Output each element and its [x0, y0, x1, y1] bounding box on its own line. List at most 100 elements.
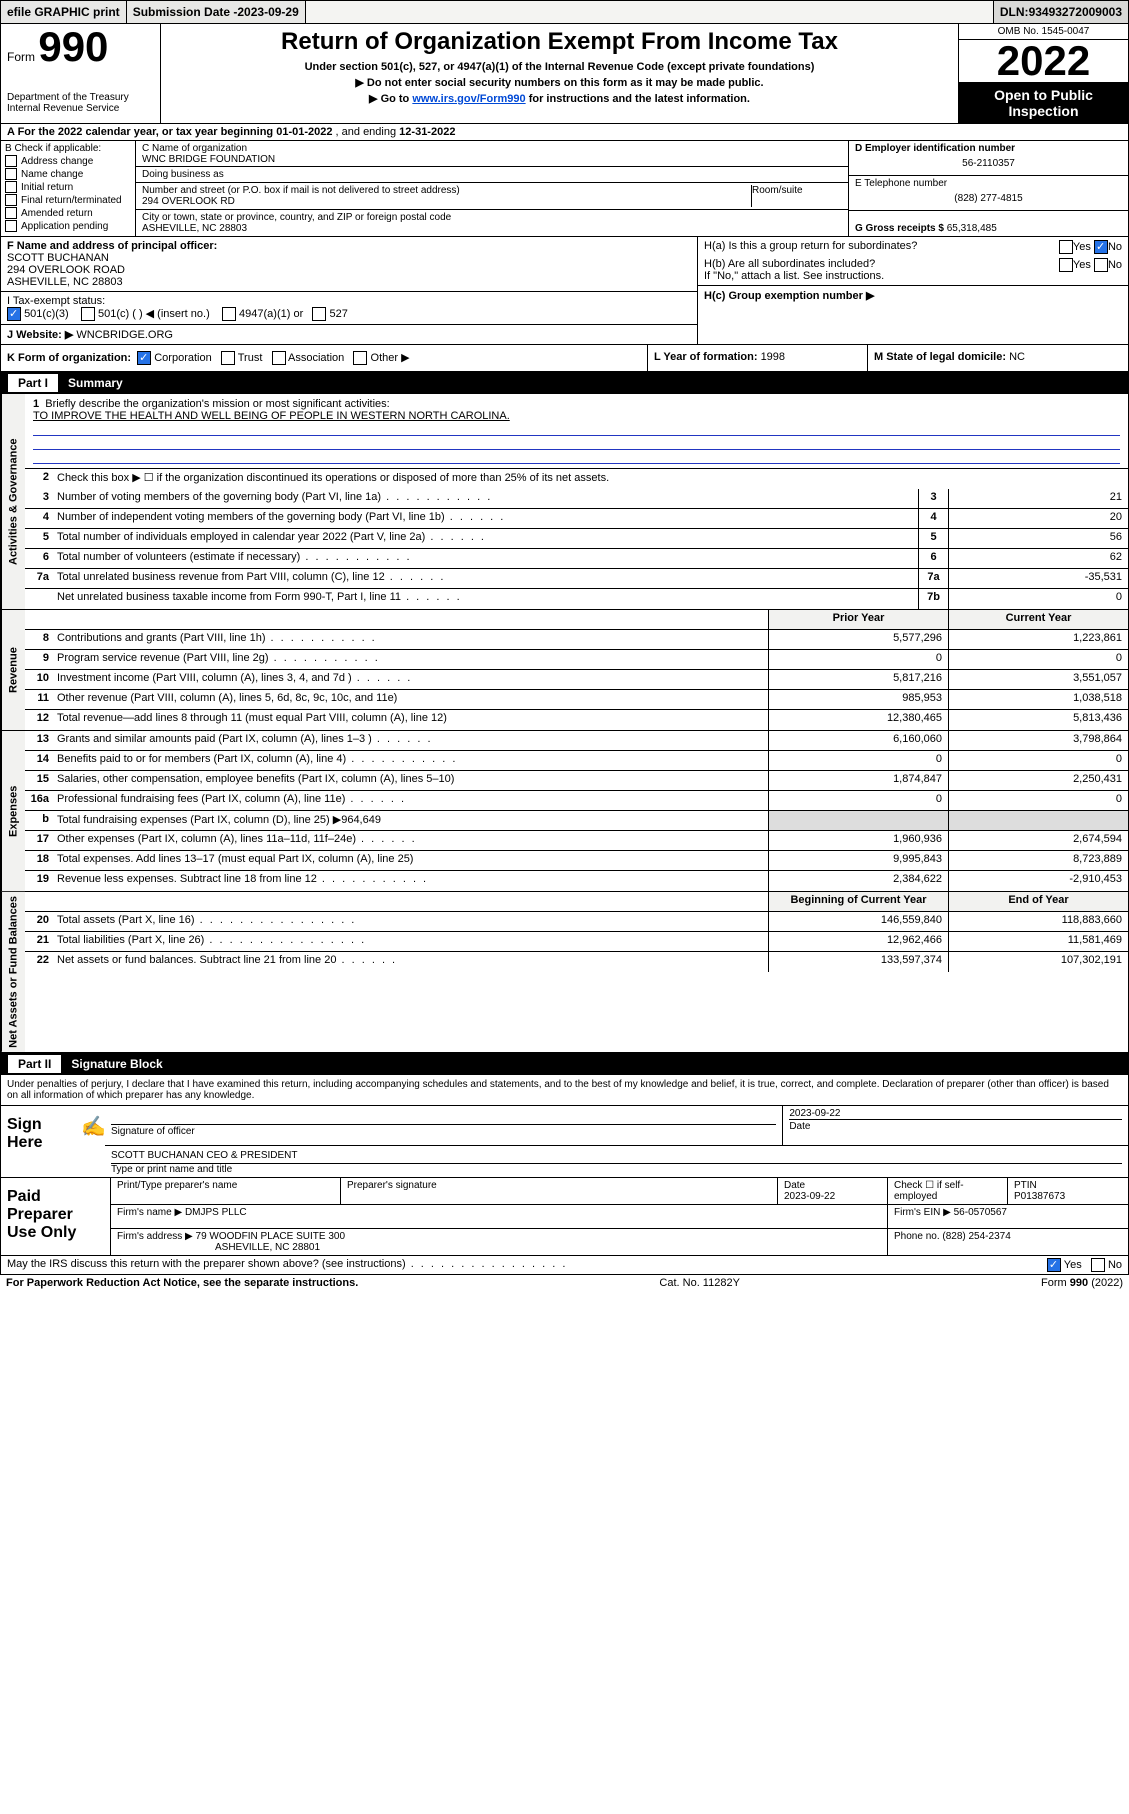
chk-501c3[interactable] — [7, 307, 21, 321]
chk-discuss-yes[interactable] — [1047, 1258, 1061, 1272]
r19-num: 19 — [25, 871, 53, 891]
r8-py: 5,577,296 — [768, 630, 948, 649]
chk-trust[interactable] — [221, 351, 235, 365]
form-subtitle: Under section 501(c), 527, or 4947(a)(1)… — [171, 61, 948, 73]
chk-amended-return[interactable] — [5, 207, 17, 219]
k-cell: K Form of organization: Corporation Trus… — [1, 345, 648, 371]
mission-line-3 — [33, 450, 1120, 464]
r18-txt: Total expenses. Add lines 13–17 (must eq… — [53, 851, 768, 870]
chk-ha-no[interactable] — [1094, 240, 1108, 254]
part1-body: Activities & Governance 1 Briefly descri… — [0, 394, 1129, 1053]
r16a-py: 0 — [768, 791, 948, 810]
r20-py: 146,559,840 — [768, 912, 948, 931]
chk-501c[interactable] — [81, 307, 95, 321]
r17-cy: 2,674,594 — [948, 831, 1128, 850]
irs-link[interactable]: www.irs.gov/Form990 — [412, 93, 525, 105]
form-title: Return of Organization Exempt From Incom… — [171, 28, 948, 57]
h-b: H(b) Are all subordinates included? Yes … — [698, 255, 1128, 285]
header-right: OMB No. 1545-0047 2022 Open to Public In… — [958, 24, 1128, 123]
line-a-end: 12-31-2022 — [399, 126, 455, 138]
chk-corporation[interactable] — [137, 351, 151, 365]
r3-num: 3 — [25, 489, 53, 508]
side-label-3: Expenses — [1, 731, 25, 891]
chk-application-pending[interactable] — [5, 220, 17, 232]
line-a-prefix: A For the 2022 calendar year, or tax yea… — [7, 126, 276, 138]
form-header: Form 990 Department of the Treasury Inte… — [0, 24, 1129, 124]
chk-other[interactable] — [353, 351, 367, 365]
warn-1: ▶ Do not enter social security numbers o… — [171, 76, 948, 89]
hdr-spacer2 — [53, 610, 768, 629]
h-c: H(c) Group exemption number ▶ — [698, 285, 1128, 305]
chk-name-change[interactable] — [5, 168, 17, 180]
firm-ein-label: Firm's EIN ▶ — [894, 1207, 954, 1218]
h-c-text: H(c) Group exemption number ▶ — [704, 290, 874, 302]
r16b-py — [768, 811, 948, 830]
i-opt2: 501(c) ( ) ◀ (insert no.) — [98, 308, 210, 320]
b-label: B Check if applicable: — [5, 143, 131, 154]
r19-txt: Revenue less expenses. Subtract line 18 … — [53, 871, 768, 891]
r5-box: 5 — [918, 529, 948, 548]
r15-py: 1,874,847 — [768, 771, 948, 790]
paid-preparer-block: Paid Preparer Use Only Print/Type prepar… — [0, 1178, 1129, 1256]
top-bar-spacer — [306, 1, 994, 23]
r12-txt: Total revenue—add lines 8 through 11 (mu… — [53, 710, 768, 730]
r20-cy: 118,883,660 — [948, 912, 1128, 931]
chk-527[interactable] — [312, 307, 326, 321]
l-cell: L Year of formation: 1998 — [648, 345, 868, 371]
r6-txt: Total number of volunteers (estimate if … — [53, 549, 918, 568]
m-value: NC — [1009, 351, 1025, 363]
chk-discuss-no[interactable] — [1091, 1258, 1105, 1272]
r8-cy: 1,223,861 — [948, 630, 1128, 649]
r5-num: 5 — [25, 529, 53, 548]
r9-py: 0 — [768, 650, 948, 669]
warn-2-suffix: for instructions and the latest informat… — [529, 93, 750, 105]
chk-hb-yes[interactable] — [1059, 258, 1073, 272]
r11-txt: Other revenue (Part VIII, column (A), li… — [53, 690, 768, 709]
i-opt1: 501(c)(3) — [24, 308, 69, 320]
r2-txt: Check this box ▶ ☐ if the organization d… — [53, 469, 1128, 489]
part2-title: Signature Block — [71, 1057, 162, 1071]
i-opt4: 527 — [329, 308, 347, 320]
chk-initial-return[interactable] — [5, 181, 17, 193]
r21-num: 21 — [25, 932, 53, 951]
header-left: Form 990 Department of the Treasury Inte… — [1, 24, 161, 123]
r2-num: 2 — [25, 469, 53, 489]
hdr2-spacer — [25, 892, 53, 911]
header-mid: Return of Organization Exempt From Incom… — [161, 24, 958, 123]
mission-text: TO IMPROVE THE HEALTH AND WELL BEING OF … — [33, 410, 1120, 422]
r13-py: 6,160,060 — [768, 731, 948, 750]
r19-cy: -2,910,453 — [948, 871, 1128, 891]
paid-c3-label: Date — [784, 1180, 805, 1191]
h-a-text: H(a) Is this a group return for subordin… — [704, 240, 917, 252]
warn-2-prefix: ▶ Go to — [369, 93, 412, 105]
r7b-txt: Net unrelated business taxable income fr… — [53, 589, 918, 609]
r22-py: 133,597,374 — [768, 952, 948, 972]
side-label-1: Activities & Governance — [1, 394, 25, 609]
r9-txt: Program service revenue (Part VIII, line… — [53, 650, 768, 669]
chk-4947[interactable] — [222, 307, 236, 321]
paid-c3-val: 2023-09-22 — [784, 1191, 835, 1202]
r18-cy: 8,723,889 — [948, 851, 1128, 870]
efile-print-button[interactable]: efile GRAPHIC print — [1, 1, 127, 23]
r22-num: 22 — [25, 952, 53, 972]
chk-final-return[interactable] — [5, 194, 17, 206]
submission-date: Submission Date - 2023-09-29 — [127, 1, 306, 23]
chk-address-change[interactable] — [5, 155, 17, 167]
opt-name-change: Name change — [21, 169, 83, 180]
part1-title: Summary — [68, 376, 123, 390]
r11-py: 985,953 — [768, 690, 948, 709]
paid-c4: Check ☐ if self-employed — [888, 1178, 1008, 1204]
r4-num: 4 — [25, 509, 53, 528]
opt-initial-return: Initial return — [21, 182, 73, 193]
opt-application-pending: Application pending — [21, 221, 108, 232]
sign-arrow-icon: ✍ — [81, 1106, 105, 1177]
opt-address-change: Address change — [21, 156, 93, 167]
r9-cy: 0 — [948, 650, 1128, 669]
r7b-num — [25, 589, 53, 609]
l-value: 1998 — [761, 351, 785, 363]
chk-hb-no[interactable] — [1094, 258, 1108, 272]
r12-cy: 5,813,436 — [948, 710, 1128, 730]
chk-association[interactable] — [272, 351, 286, 365]
r6-num: 6 — [25, 549, 53, 568]
chk-ha-yes[interactable] — [1059, 240, 1073, 254]
